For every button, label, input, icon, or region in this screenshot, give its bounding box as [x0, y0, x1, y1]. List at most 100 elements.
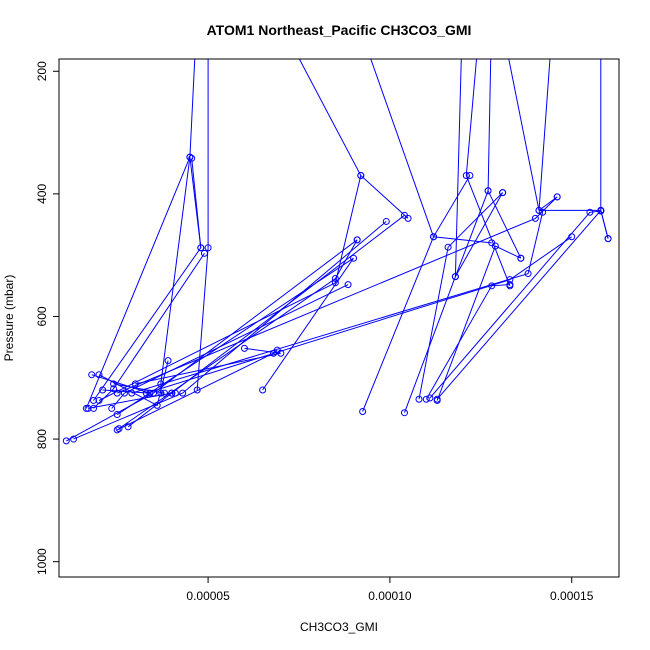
data-point — [95, 396, 103, 404]
profile-series — [110, 380, 168, 397]
data-point — [331, 279, 339, 287]
data-point — [488, 282, 496, 290]
data-point — [568, 233, 576, 241]
series-line — [508, 59, 558, 212]
data-point — [124, 423, 132, 431]
series-line — [298, 59, 409, 219]
data-point — [344, 281, 352, 289]
data-point — [160, 389, 168, 397]
profile-series — [193, 59, 212, 394]
profile-series — [597, 7, 612, 243]
series-line — [88, 214, 405, 409]
data-point — [157, 380, 165, 388]
data-point — [359, 407, 367, 415]
series-line — [436, 245, 522, 401]
data-point — [164, 357, 172, 365]
data-point — [489, 7, 495, 13]
profile-series — [451, 7, 507, 281]
series-layer — [62, 7, 612, 445]
series-line — [538, 59, 601, 211]
data-point — [586, 208, 594, 216]
data-point — [188, 154, 196, 162]
data-point — [351, 7, 357, 13]
x-tick-label: 0.00010 — [368, 589, 412, 603]
data-point — [153, 401, 161, 409]
y-tick-label: 1000 — [35, 548, 49, 575]
series-line — [93, 253, 205, 409]
data-point — [524, 270, 532, 278]
profile-series — [271, 7, 412, 222]
series-line — [425, 284, 510, 400]
profile-series — [157, 59, 196, 388]
data-point — [535, 206, 543, 214]
x-tick-label: 0.00005 — [186, 589, 230, 603]
data-point — [179, 389, 187, 397]
data-point — [90, 396, 98, 404]
series-line — [93, 158, 202, 401]
y-axis-label: Pressure (mbar) — [2, 275, 16, 362]
profile-series — [433, 206, 612, 403]
data-point — [460, 7, 466, 13]
profile-series — [484, 7, 525, 262]
series-line — [487, 59, 522, 259]
data-point — [113, 389, 121, 397]
data-point — [357, 171, 365, 179]
x-tick-label: 0.00015 — [550, 589, 594, 603]
data-point — [539, 208, 547, 216]
profile-series — [496, 7, 561, 214]
data-point — [604, 235, 612, 243]
data-point — [110, 380, 118, 388]
series-line — [160, 59, 196, 384]
data-point — [186, 153, 194, 161]
series-line — [370, 59, 492, 244]
series-line — [131, 212, 544, 394]
data-point — [598, 7, 604, 13]
data-point — [113, 426, 121, 434]
profile-series — [90, 249, 208, 412]
data-point — [404, 214, 412, 222]
x-axis-label: CH3CO3_GMI — [300, 620, 378, 634]
data-point — [259, 386, 267, 394]
data-point — [197, 244, 205, 252]
series-line — [116, 257, 354, 416]
data-point — [517, 254, 525, 262]
series-line — [73, 221, 387, 440]
series-line — [118, 239, 358, 430]
data-point — [551, 7, 557, 13]
y-tick-label: 600 — [35, 306, 49, 326]
series-line — [135, 347, 281, 385]
data-point — [331, 274, 339, 282]
y-tick-label: 400 — [35, 184, 49, 204]
data-point — [84, 404, 92, 412]
series-line — [418, 192, 503, 400]
data-point — [204, 244, 212, 252]
data-point — [426, 394, 434, 402]
data-point — [462, 171, 470, 179]
series-line — [66, 239, 358, 442]
data-point — [466, 171, 474, 179]
profile-series — [128, 208, 547, 397]
data-point — [400, 409, 408, 417]
data-point — [168, 389, 176, 397]
data-point — [484, 187, 492, 195]
data-point — [433, 395, 441, 403]
data-point — [157, 389, 165, 397]
data-point — [531, 214, 539, 222]
series-line — [600, 59, 609, 239]
series-line — [146, 236, 572, 394]
series-line — [465, 59, 511, 286]
chart-title: ATOM1 Northeast_Pacific CH3CO3_GMI — [207, 22, 472, 38]
data-point — [451, 273, 459, 281]
data-point — [422, 395, 430, 403]
series-line — [454, 59, 504, 277]
y-tick-label: 800 — [35, 429, 49, 449]
data-point — [430, 233, 438, 241]
series-line — [196, 59, 209, 391]
data-point — [496, 7, 502, 13]
data-point — [271, 7, 277, 13]
data-point — [128, 389, 136, 397]
data-point — [382, 217, 390, 225]
series-line — [98, 175, 362, 401]
data-point — [113, 411, 121, 419]
series-line — [436, 209, 609, 400]
